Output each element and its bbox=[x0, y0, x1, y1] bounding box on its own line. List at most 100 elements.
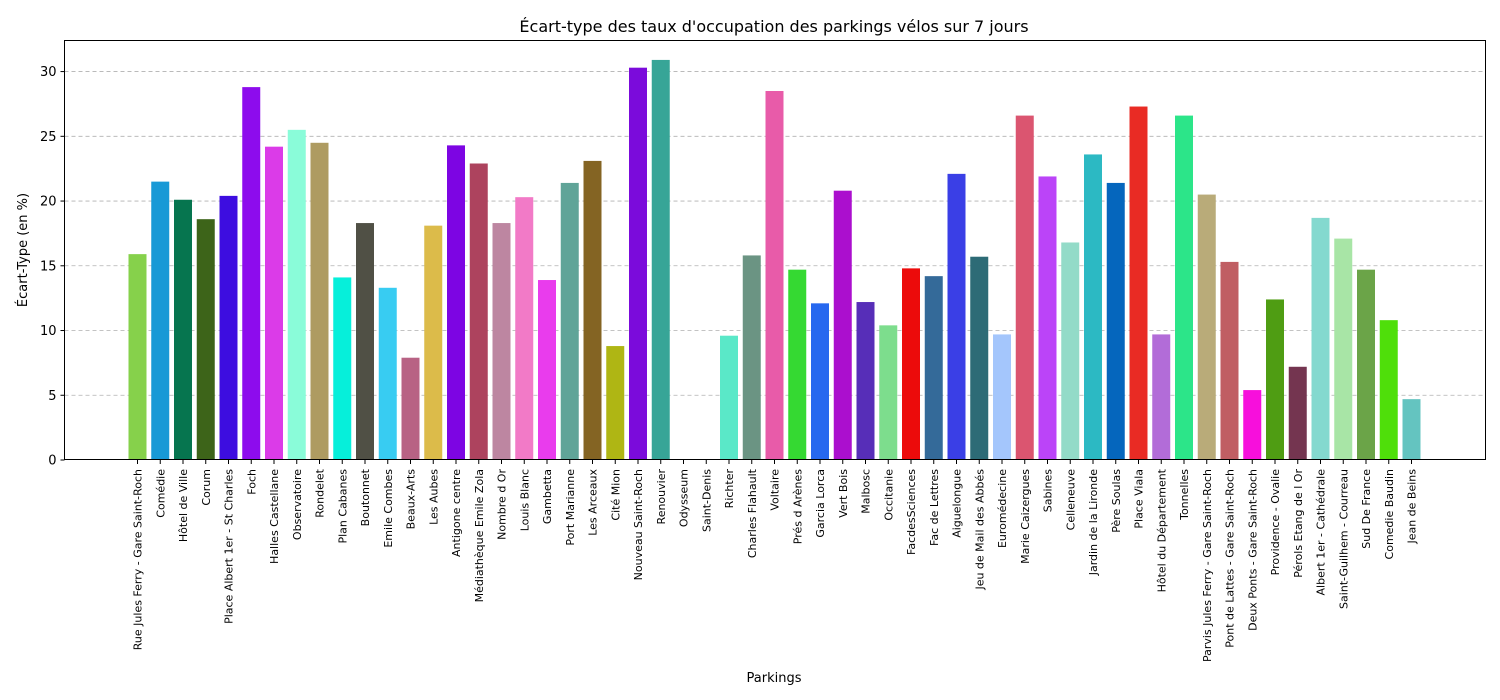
bar bbox=[1106, 182, 1125, 460]
y-tick-label: 10 bbox=[40, 324, 57, 339]
x-tick-label: Place Albert 1er - St Charles bbox=[223, 469, 236, 624]
bar bbox=[1379, 320, 1398, 460]
x-tick-label: Fac de Lettres bbox=[928, 469, 941, 546]
y-tick-label: 15 bbox=[40, 259, 57, 274]
x-tick-label: Saint-Denis bbox=[700, 469, 713, 532]
x-tick-label: Tonnelles bbox=[1178, 469, 1191, 521]
x-tick-label: Deux Ponts - Gare Saint-Roch bbox=[1246, 469, 1259, 631]
bar bbox=[811, 303, 829, 460]
bar bbox=[1220, 261, 1239, 460]
bar bbox=[378, 287, 397, 460]
bar bbox=[606, 346, 625, 460]
bar bbox=[174, 199, 192, 460]
x-tick-label: Jeu de Mail des Abbés bbox=[973, 469, 986, 591]
x-tick-label: Rondelet bbox=[314, 468, 327, 517]
bar bbox=[788, 269, 807, 460]
bar bbox=[424, 225, 443, 460]
x-tick-label: FacdesSciences bbox=[905, 469, 918, 555]
bar bbox=[1266, 299, 1284, 460]
bar bbox=[651, 59, 670, 460]
x-tick-label: Sud De France bbox=[1360, 469, 1373, 549]
x-tick-label: Les Aubes bbox=[427, 469, 440, 525]
x-tick-label: Odysseum bbox=[678, 469, 691, 527]
x-tick-label: Corum bbox=[200, 469, 213, 506]
bar bbox=[515, 197, 534, 460]
bar bbox=[924, 276, 943, 460]
x-tick-label: Antigone centre bbox=[450, 469, 463, 557]
bars bbox=[128, 59, 1421, 461]
bar bbox=[1152, 334, 1171, 460]
bar bbox=[1129, 106, 1148, 460]
bar bbox=[196, 219, 215, 460]
x-tick-label: Gambetta bbox=[541, 469, 554, 524]
x-tick-label: Jardin de la Lironde bbox=[1087, 469, 1100, 577]
bar bbox=[720, 335, 738, 460]
x-tick-label: Jean de Beins bbox=[1406, 469, 1419, 545]
x-tick-label: Pont de Lattes - Gare Saint-Roch bbox=[1224, 469, 1237, 648]
x-tick-label: Marie Caizergues bbox=[1019, 469, 1032, 564]
x-axis: Rue Jules Ferry - Gare Saint-Roch Comédie… bbox=[132, 460, 1419, 662]
bar bbox=[310, 142, 329, 460]
bar bbox=[242, 87, 261, 460]
x-tick-label: Hôtel du Département bbox=[1155, 468, 1168, 592]
x-tick-label: Louis Blanc bbox=[518, 469, 531, 531]
x-tick-label: Beaux-Arts bbox=[405, 469, 418, 530]
x-tick-label: Place Viala bbox=[1133, 469, 1146, 529]
x-tick-label: Nombre d Or bbox=[496, 469, 509, 540]
x-tick-label: Charles Flahault bbox=[746, 468, 759, 558]
x-tick-label: Voltaire bbox=[769, 469, 782, 511]
x-tick-label: Port Marianne bbox=[564, 469, 577, 546]
bar bbox=[447, 145, 465, 460]
x-tick-label: Nouveau Saint-Roch bbox=[632, 469, 645, 580]
bar bbox=[1288, 366, 1307, 460]
bar bbox=[879, 325, 898, 460]
bar bbox=[265, 146, 283, 461]
bar bbox=[560, 182, 579, 460]
x-tick-label: Aiguelongue bbox=[951, 469, 964, 538]
bar bbox=[583, 160, 602, 460]
x-tick-label: Albert 1er - Cathédrale bbox=[1315, 469, 1328, 596]
x-tick-label: Richter bbox=[723, 469, 736, 509]
x-tick-label: Sabines bbox=[1042, 469, 1055, 513]
x-tick-label: Boutonnet bbox=[359, 468, 372, 526]
bar bbox=[629, 67, 647, 460]
bar bbox=[1311, 217, 1330, 460]
y-tick-label: 20 bbox=[40, 195, 57, 210]
bar bbox=[1175, 115, 1193, 461]
x-tick-label: Les Arceaux bbox=[587, 469, 600, 536]
x-tick-label: Médiathèque Emile Zola bbox=[473, 469, 486, 602]
x-tick-label: Rue Jules Ferry - Gare Saint-Roch bbox=[132, 469, 145, 650]
bar bbox=[970, 256, 989, 460]
x-tick-label: Saint-Guilhem - Courreau bbox=[1337, 469, 1350, 609]
x-tick-label: Halles Castellane bbox=[268, 469, 281, 564]
x-tick-label: Garcia Lorca bbox=[814, 469, 827, 538]
bar bbox=[356, 223, 374, 460]
bar bbox=[492, 223, 511, 460]
y-axis: 0 5 10 15 20 25 30 bbox=[40, 65, 65, 469]
bar bbox=[742, 255, 761, 460]
y-tick-label: 30 bbox=[40, 65, 57, 80]
y-tick-label: 0 bbox=[48, 454, 56, 469]
x-tick-label: Père Soulas bbox=[1110, 469, 1123, 533]
bar bbox=[128, 254, 147, 460]
x-tick-label: Emile Combes bbox=[382, 469, 395, 548]
bar bbox=[151, 181, 170, 460]
x-tick-label: Plan Cabanes bbox=[336, 469, 349, 544]
x-tick-label: Foch bbox=[245, 469, 258, 495]
bar bbox=[287, 129, 306, 461]
x-tick-label: Occitanie bbox=[882, 469, 895, 521]
bar bbox=[538, 280, 556, 460]
bar bbox=[219, 195, 238, 461]
x-axis-label: Parkings bbox=[747, 671, 802, 686]
chart-title: Écart-type des taux d'occupation des par… bbox=[519, 17, 1028, 36]
bar bbox=[1357, 269, 1375, 460]
bar bbox=[1197, 194, 1216, 460]
bar bbox=[1334, 238, 1353, 460]
x-tick-label: Malbosc bbox=[860, 469, 873, 514]
bar bbox=[469, 163, 488, 461]
y-axis-label: Écart-Type (en %) bbox=[15, 193, 31, 307]
bar bbox=[1402, 399, 1421, 460]
bar bbox=[993, 334, 1011, 460]
y-tick-label: 5 bbox=[48, 389, 56, 404]
